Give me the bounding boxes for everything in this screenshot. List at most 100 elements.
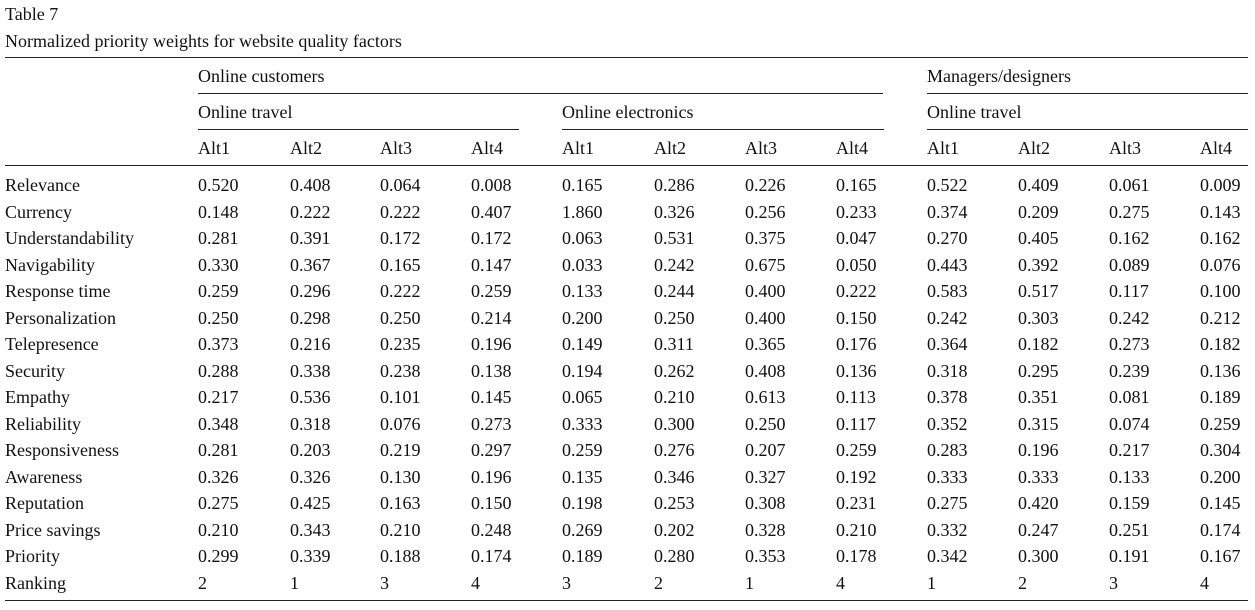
row-label: Price savings (5, 519, 101, 540)
cell: 0.172 (471, 228, 512, 249)
cell: 2 (1018, 573, 1027, 593)
column-header: Alt4 (836, 138, 869, 158)
cell: 0.367 (290, 254, 331, 275)
table-caption: Normalized priority weights for website … (5, 31, 402, 51)
column-header: Alt2 (290, 138, 323, 158)
rule (198, 93, 883, 94)
cell: 0.248 (471, 519, 512, 540)
cell: 0.143 (1200, 201, 1241, 222)
cell: 0.182 (1018, 334, 1059, 355)
cell: 0.348 (198, 413, 239, 434)
cell: 0.247 (1018, 519, 1059, 540)
cell: 0.189 (562, 546, 603, 567)
cell: 0.210 (836, 519, 877, 540)
cell: 0.188 (380, 546, 421, 567)
cell: 4 (836, 573, 845, 593)
cell: 0.222 (836, 281, 877, 302)
column-header: Alt1 (927, 138, 960, 158)
cell: 0.176 (836, 334, 877, 355)
cell: 0.286 (654, 175, 695, 195)
cell: 0.076 (1200, 254, 1241, 275)
cell: 0.299 (198, 546, 239, 567)
cell: 0.231 (836, 493, 877, 514)
cell: 0.219 (380, 440, 421, 461)
cell: 0.259 (198, 281, 239, 302)
cell: 0.222 (380, 281, 421, 302)
cell: 0.194 (562, 360, 603, 381)
cell: 0.210 (198, 519, 239, 540)
cell: 0.162 (1109, 228, 1150, 249)
cell: 0.135 (562, 466, 603, 487)
cell: 0.133 (1109, 466, 1150, 487)
cell: 0.327 (745, 466, 786, 487)
cell: 0.346 (654, 466, 695, 487)
cell: 0.273 (471, 413, 512, 434)
row-label: Empathy (5, 387, 70, 408)
cell: 0.238 (380, 360, 421, 381)
cell: 0.064 (380, 175, 421, 195)
cell: 0.136 (1200, 360, 1241, 381)
cell: 0.063 (562, 228, 603, 249)
cell: 0.159 (1109, 493, 1150, 514)
cell: 0.405 (1018, 228, 1059, 249)
cell: 0.074 (1109, 413, 1150, 434)
cell: 0.304 (1200, 440, 1241, 461)
cell: 0.391 (290, 228, 331, 249)
cell: 0.191 (1109, 546, 1150, 567)
cell: 0.536 (290, 387, 331, 408)
cell: 0.333 (1018, 466, 1059, 487)
cell: 0.198 (562, 493, 603, 514)
cell: 0.275 (1109, 201, 1150, 222)
cell: 0.326 (198, 466, 239, 487)
cell: 0.145 (471, 387, 512, 408)
cell: 0.364 (927, 334, 968, 355)
cell: 0.256 (745, 201, 786, 222)
group-header: Online customers (198, 66, 325, 86)
cell: 0.149 (562, 334, 603, 355)
cell: 0.174 (1200, 519, 1241, 540)
cell: 0.117 (836, 413, 876, 434)
cell: 0.233 (836, 201, 877, 222)
cell: 0.270 (927, 228, 968, 249)
cell: 0.163 (380, 493, 421, 514)
cell: 0.130 (380, 466, 421, 487)
cell: 1 (927, 573, 936, 593)
cell: 0.182 (1200, 334, 1241, 355)
cell: 2 (654, 573, 663, 593)
row-label: Reputation (5, 493, 84, 514)
cell: 0.407 (471, 201, 512, 222)
cell: 3 (562, 573, 571, 593)
cell: 0.326 (290, 466, 331, 487)
cell: 0.400 (745, 307, 786, 328)
cell: 0.315 (1018, 413, 1059, 434)
rule (5, 165, 1248, 166)
cell: 0.076 (380, 413, 421, 434)
cell: 0.150 (836, 307, 877, 328)
rule (5, 600, 1248, 601)
cell: 0.174 (471, 546, 512, 567)
cell: 0.273 (1109, 334, 1150, 355)
cell: 0.136 (836, 360, 877, 381)
cell: 2 (198, 573, 207, 593)
cell: 0.214 (471, 307, 512, 328)
cell: 0.333 (927, 466, 968, 487)
cell: 4 (1200, 573, 1209, 593)
cell: 0.167 (1200, 546, 1241, 567)
row-label: Personalization (5, 307, 116, 328)
cell: 0.207 (745, 440, 786, 461)
cell: 0.242 (654, 254, 695, 275)
cell: 0.200 (562, 307, 603, 328)
cell: 0.281 (198, 228, 239, 249)
cell: 0.145 (1200, 493, 1241, 514)
cell: 0.239 (1109, 360, 1150, 381)
cell: 0.522 (927, 175, 968, 195)
row-label: Telepresence (5, 334, 99, 355)
cell: 0.089 (1109, 254, 1150, 275)
cell: 0.196 (471, 466, 512, 487)
rule (198, 129, 519, 130)
cell: 0.408 (745, 360, 786, 381)
cell: 0.196 (471, 334, 512, 355)
cell: 0.343 (290, 519, 331, 540)
cell: 0.373 (198, 334, 239, 355)
cell: 0.425 (290, 493, 331, 514)
